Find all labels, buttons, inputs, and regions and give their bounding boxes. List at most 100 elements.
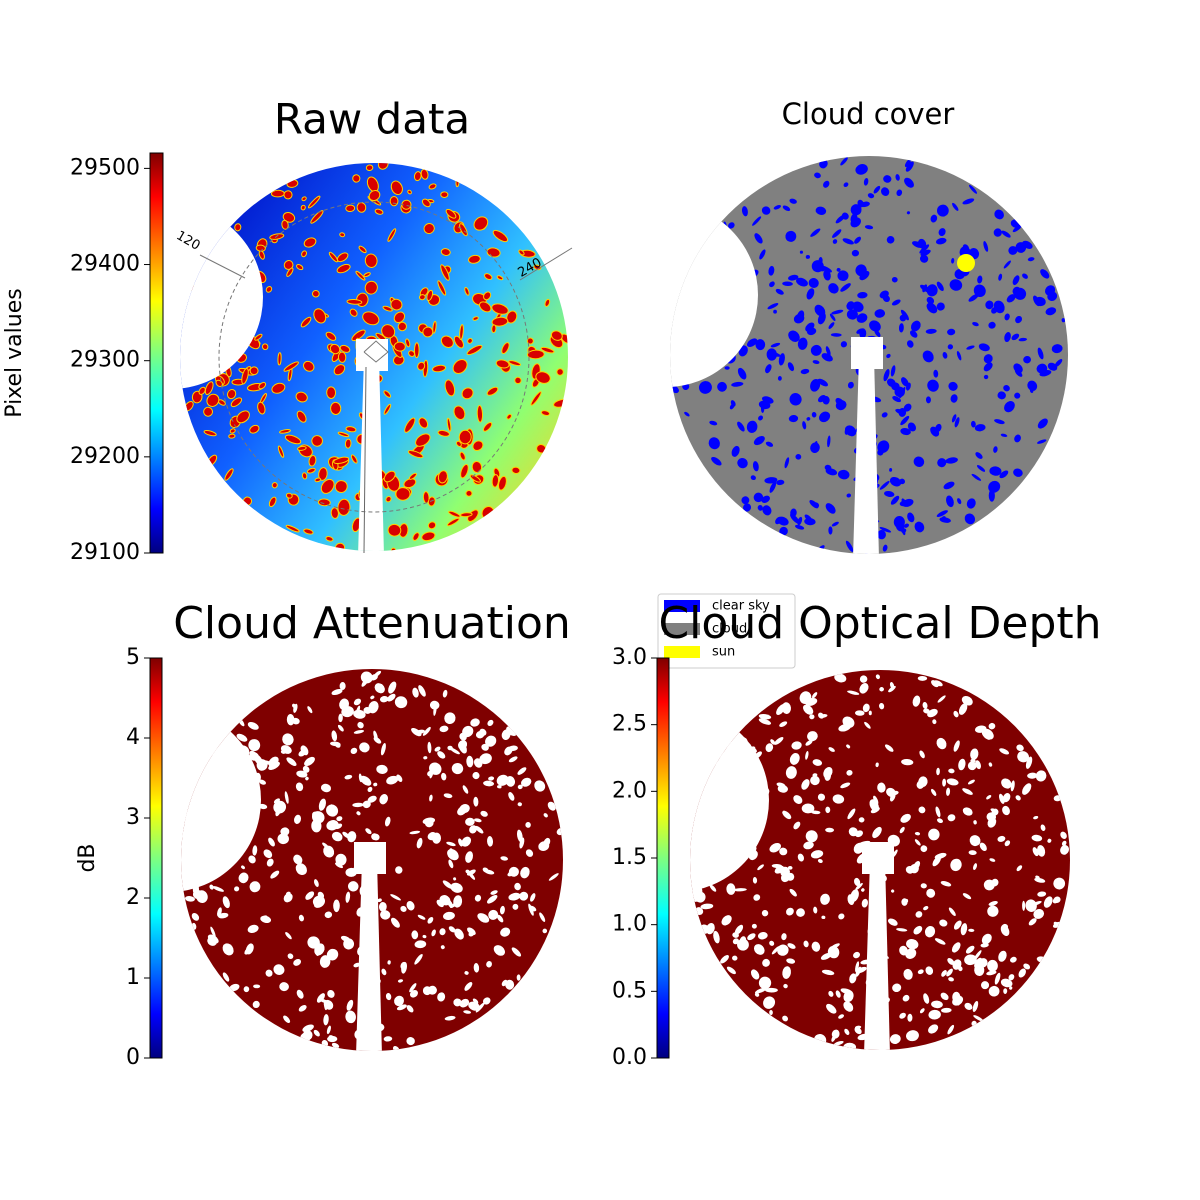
texture-blob (475, 825, 484, 834)
texture-blob (901, 758, 914, 766)
texture-blob (434, 746, 441, 752)
texture-blob (1002, 805, 1010, 816)
texture-blob (838, 1014, 844, 1019)
texture-blob (937, 818, 943, 823)
texture-blob (1009, 986, 1013, 990)
texture-blob (284, 434, 302, 445)
texture-blob (856, 313, 868, 323)
texture-blob (258, 381, 267, 390)
texture-blob (1018, 968, 1026, 978)
texture-blob (923, 708, 930, 714)
texture-blob (875, 674, 880, 680)
texture-blob (368, 700, 379, 714)
texture-blob (920, 249, 931, 257)
texture-blob (827, 435, 831, 448)
legend-label: sun (712, 645, 735, 660)
texture-blob (301, 472, 308, 480)
texture-blob (917, 969, 924, 975)
texture-blob (896, 928, 908, 932)
texture-blob (341, 706, 354, 718)
texture-blob (814, 172, 821, 179)
texture-blob (376, 764, 388, 774)
texture-blob (811, 941, 821, 952)
texture-blob (303, 237, 317, 248)
texture-blob (229, 983, 240, 992)
texture-blob (947, 958, 955, 965)
texture-blob (987, 905, 999, 917)
texture-blob (917, 675, 928, 681)
texture-blob (543, 813, 548, 818)
texture-blob (511, 466, 521, 474)
texture-blob (906, 340, 914, 348)
texture-blob (498, 475, 507, 491)
texture-blob (930, 214, 938, 223)
texture-blob (1027, 257, 1035, 262)
texture-blob (468, 930, 475, 937)
texture-blob (270, 870, 280, 879)
texture-blob (846, 301, 855, 311)
texture-blob (499, 905, 505, 915)
texture-blob (331, 688, 343, 696)
texture-blob (988, 762, 993, 767)
texture-blob (990, 808, 998, 813)
texture-blob (422, 934, 427, 939)
texture-blob (864, 225, 874, 230)
texture-blob (934, 852, 947, 860)
texture-blob (936, 281, 944, 292)
texture-blob (891, 889, 895, 893)
texture-blob (317, 498, 331, 507)
texture-blob (734, 924, 744, 935)
texture-blob (440, 264, 450, 281)
texture-blob (907, 1013, 913, 1022)
texture-blob (847, 690, 860, 695)
texture-blob (869, 799, 879, 812)
texture-blob (542, 928, 548, 934)
panel-title: Cloud Attenuation (173, 598, 571, 649)
texture-blob (459, 451, 466, 461)
texture-blob (805, 830, 818, 843)
texture-blob (810, 228, 821, 237)
texture-blob (854, 1026, 862, 1035)
texture-blob (737, 457, 748, 469)
texture-blob (469, 825, 477, 834)
texture-blob (414, 940, 427, 949)
texture-blob (280, 749, 287, 754)
texture-blob (899, 945, 908, 956)
texture-blob (339, 232, 346, 238)
texture-blob (528, 903, 534, 916)
texture-blob (362, 311, 380, 326)
texture-blob (437, 429, 450, 437)
texture-blob (285, 492, 293, 499)
texture-blob (401, 961, 408, 974)
texture-blob (465, 489, 473, 497)
texture-blob (889, 1034, 901, 1044)
texture-blob (284, 791, 289, 804)
texture-blob (936, 737, 947, 750)
texture-blob (795, 454, 802, 460)
texture-blob (817, 378, 828, 387)
texture-blob (281, 219, 289, 230)
texture-blob (845, 540, 854, 552)
texture-blob (765, 364, 772, 374)
texture-blob (1016, 865, 1023, 872)
texture-blob (307, 706, 313, 714)
texture-blob (415, 433, 431, 447)
texture-blob (847, 808, 856, 820)
texture-blob (830, 333, 842, 337)
texture-blob (943, 481, 955, 490)
texture-blob (451, 762, 464, 775)
texture-blob (951, 257, 955, 264)
texture-blob (244, 946, 253, 955)
texture-blob (986, 794, 992, 800)
texture-blob (782, 966, 791, 979)
texture-blob (782, 281, 793, 286)
texture-blob (492, 229, 509, 243)
texture-blob (994, 209, 1004, 220)
texture-blob (788, 415, 799, 423)
texture-blob (263, 915, 268, 919)
texture-blob (1022, 783, 1032, 795)
texture-blob (204, 381, 214, 396)
texture-blob (223, 944, 229, 949)
texture-blob (337, 431, 350, 438)
texture-blob (198, 386, 206, 395)
